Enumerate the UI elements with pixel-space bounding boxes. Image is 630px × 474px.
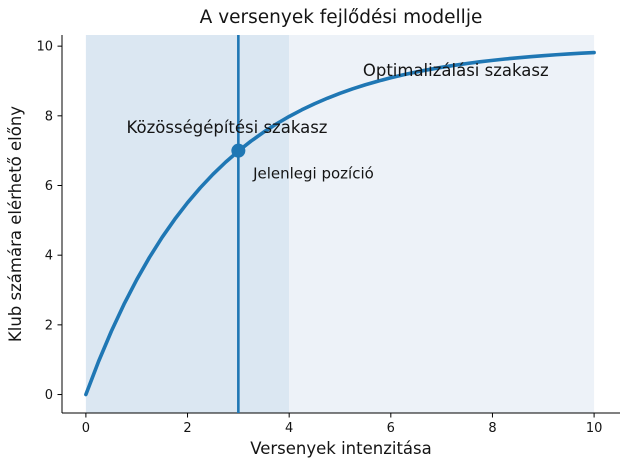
annotation-optimization-phase: Optimalizálási szakasz: [363, 61, 549, 80]
x-tick-label: 4: [285, 421, 293, 436]
x-tick-label: 8: [488, 421, 496, 436]
optimization-phase-span: [289, 35, 595, 413]
y-tick-label: 2: [45, 318, 53, 333]
y-tick-label: 4: [45, 249, 53, 264]
benefit-curve: [84, 50, 596, 397]
axis-ticks: 0 2 4 6 8 10 0 2 4 6 8 10: [36, 40, 602, 436]
y-tick-label: 0: [45, 388, 53, 403]
annotation-community-phase: Közösségépítési szakasz: [127, 118, 328, 137]
y-axis-label: Klub számára elérhető előny: [6, 106, 25, 342]
community-building-phase-span: [85, 35, 290, 413]
x-tick-label: 2: [183, 421, 191, 436]
x-axis-label: Versenyek intenzitása: [250, 439, 432, 458]
x-tick-label: 0: [82, 421, 90, 436]
y-tick-label: 8: [45, 109, 53, 124]
y-tick-label: 6: [45, 179, 53, 194]
x-tick-label: 10: [586, 421, 603, 436]
chart-title: A versenyek fejlődési modellje: [200, 7, 483, 28]
y-tick-label: 10: [36, 40, 53, 55]
current-position-marker: [231, 143, 246, 158]
phase-spans: [85, 35, 595, 413]
x-tick-label: 6: [387, 421, 395, 436]
annotation-current-position: Jelenlegi pozíció: [252, 165, 374, 183]
